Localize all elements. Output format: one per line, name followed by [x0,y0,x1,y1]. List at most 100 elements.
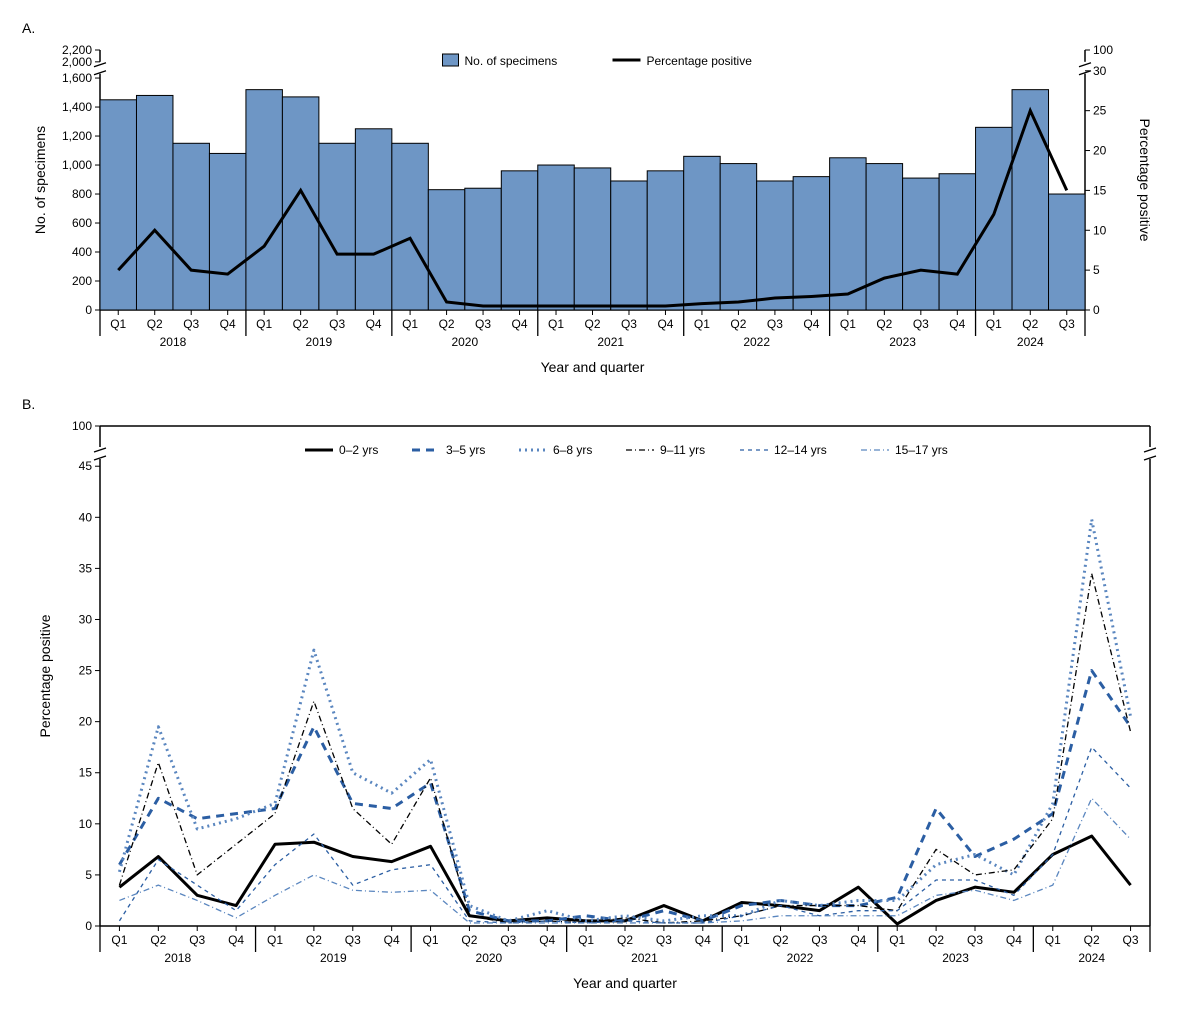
svg-text:Q3: Q3 [475,317,491,331]
bar [282,97,318,310]
svg-text:2021: 2021 [631,951,658,965]
svg-text:Q2: Q2 [147,317,163,331]
bar [903,178,939,310]
svg-text:35: 35 [79,561,93,575]
bar [574,168,610,310]
svg-text:Q2: Q2 [730,317,746,331]
svg-text:5: 5 [85,868,92,882]
svg-text:2024: 2024 [1017,335,1044,349]
svg-text:20: 20 [1093,144,1107,158]
svg-text:Q3: Q3 [329,317,345,331]
svg-text:Q1: Q1 [111,933,127,947]
bar [866,164,902,310]
panel-b-chart: 051015202530354045100Q1Q2Q3Q42018Q1Q2Q3Q… [20,416,1165,996]
bar [392,143,428,310]
svg-text:1,000: 1,000 [62,158,92,172]
bar [136,95,172,310]
bar [209,153,245,310]
svg-text:6–8 yrs: 6–8 yrs [553,443,592,457]
svg-text:Q2: Q2 [461,933,477,947]
svg-text:Q3: Q3 [189,933,205,947]
svg-text:Year and quarter: Year and quarter [573,975,677,991]
svg-text:15: 15 [79,766,93,780]
svg-text:Q1: Q1 [402,317,418,331]
legend: No. of specimens Percentage positive [443,54,753,68]
bar [246,90,282,310]
svg-text:15–17 yrs: 15–17 yrs [895,443,948,457]
svg-text:No. of specimens: No. of specimens [465,54,558,68]
svg-text:800: 800 [72,187,92,201]
svg-text:400: 400 [72,245,92,259]
svg-text:Q3: Q3 [621,317,637,331]
svg-text:Q4: Q4 [803,317,819,331]
panel-b-label: B. [22,396,1165,412]
svg-text:2023: 2023 [889,335,916,349]
bar [501,171,537,310]
bar [793,177,829,310]
svg-text:Q2: Q2 [1022,317,1038,331]
svg-text:Q2: Q2 [773,933,789,947]
svg-text:2020: 2020 [476,951,503,965]
svg-text:2019: 2019 [320,951,347,965]
bar [100,100,136,310]
bar [538,165,574,310]
svg-text:Percentage positive: Percentage positive [647,54,753,68]
svg-text:Q3: Q3 [1123,933,1139,947]
svg-text:20: 20 [79,715,93,729]
svg-text:Q3: Q3 [967,933,983,947]
svg-text:Q3: Q3 [183,317,199,331]
svg-text:Q4: Q4 [220,317,236,331]
figure-container: A. 02004006008001,0001,2001,4001,6002,00… [20,20,1165,996]
series-line [119,574,1130,923]
svg-text:2021: 2021 [597,335,624,349]
series-line [119,747,1130,923]
svg-text:Q1: Q1 [110,317,126,331]
svg-text:Q1: Q1 [423,933,439,947]
svg-text:10: 10 [1093,223,1107,237]
bar [976,127,1012,310]
svg-text:Q2: Q2 [876,317,892,331]
bar [355,129,391,310]
bar [173,143,209,310]
bar [939,174,975,310]
svg-text:Q3: Q3 [913,317,929,331]
svg-text:Q1: Q1 [734,933,750,947]
svg-text:Q3: Q3 [767,317,783,331]
svg-text:Q3: Q3 [345,933,361,947]
svg-text:No. of specimens: No. of specimens [32,126,48,234]
svg-text:Q1: Q1 [694,317,710,331]
svg-text:Q2: Q2 [584,317,600,331]
svg-text:Q3: Q3 [500,933,516,947]
svg-text:Percentage positive: Percentage positive [37,614,53,737]
bar [647,171,683,310]
svg-text:5: 5 [1093,263,1100,277]
svg-text:0: 0 [85,919,92,933]
svg-text:100: 100 [72,419,92,433]
svg-text:30: 30 [79,612,93,626]
svg-text:3–5 yrs: 3–5 yrs [446,443,485,457]
svg-text:Q1: Q1 [840,317,856,331]
bar [611,181,647,310]
series-line [119,519,1130,921]
bar [465,188,501,310]
svg-text:0–2 yrs: 0–2 yrs [339,443,378,457]
svg-text:1,400: 1,400 [62,100,92,114]
bar [1012,90,1048,310]
svg-text:Q2: Q2 [439,317,455,331]
svg-text:Q1: Q1 [256,317,272,331]
svg-text:2023: 2023 [942,951,969,965]
svg-text:9–11 yrs: 9–11 yrs [660,443,705,457]
svg-text:0: 0 [85,303,92,317]
svg-text:Q4: Q4 [695,933,711,947]
svg-text:1,200: 1,200 [62,129,92,143]
svg-text:Q4: Q4 [850,933,866,947]
bar [1049,194,1085,310]
svg-text:Q1: Q1 [889,933,905,947]
svg-text:Q1: Q1 [986,317,1002,331]
svg-text:Q2: Q2 [928,933,944,947]
svg-text:10: 10 [79,817,93,831]
svg-text:Year and quarter: Year and quarter [541,359,645,375]
svg-text:Q4: Q4 [1006,933,1022,947]
svg-text:45: 45 [79,459,93,473]
svg-text:2,200: 2,200 [62,43,92,57]
